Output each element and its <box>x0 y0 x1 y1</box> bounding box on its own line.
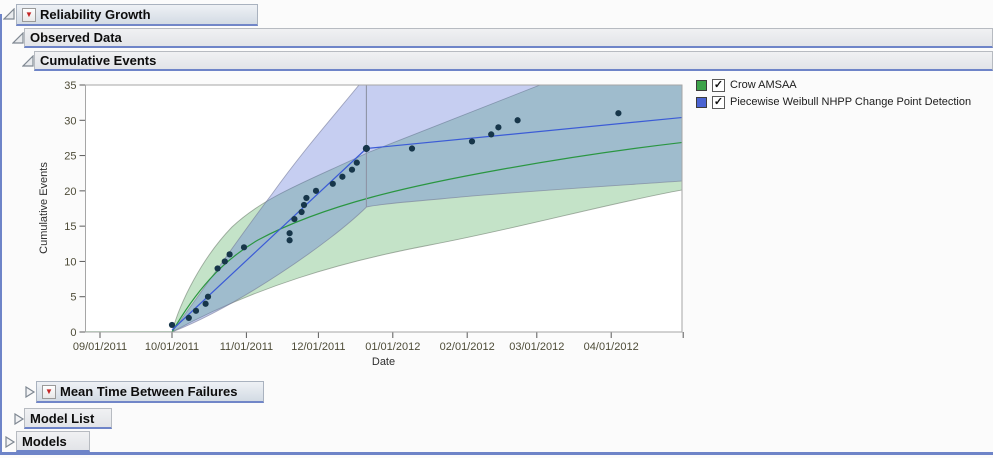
outline-title: Reliability Growth <box>40 7 151 22</box>
data-point <box>286 230 293 237</box>
data-point <box>312 187 320 194</box>
outline-frame-left <box>0 14 2 452</box>
crow-amsaa-fit-line <box>86 141 682 332</box>
data-point <box>214 265 221 272</box>
outline-title: Cumulative Events <box>40 53 157 68</box>
piecewise-weibull-color-swatch <box>696 96 707 108</box>
data-point <box>202 300 209 307</box>
outline-bar-reliability-growth[interactable]: ▼ Reliability Growth <box>16 4 258 26</box>
outline-bar-models[interactable]: Models <box>16 431 90 452</box>
x-tick-label: 04/01/2012 <box>584 341 639 353</box>
data-point <box>339 173 346 180</box>
outline-title: Observed Data <box>30 30 122 45</box>
data-point <box>348 166 356 173</box>
legend-label: Piecewise Weibull NHPP Change Point Dete… <box>730 96 972 108</box>
outline-bar-observed-data[interactable]: Observed Data <box>24 28 993 48</box>
data-point <box>240 244 248 251</box>
outline-bar-mean-time-between-failures[interactable]: ▼ Mean Time Between Failures <box>36 381 264 403</box>
crow-amsaa-checkbox[interactable]: ✓ <box>712 78 725 92</box>
x-tick-label: 10/01/2011 <box>145 341 199 353</box>
disclosure-closed-icon[interactable] <box>24 386 36 398</box>
data-point <box>615 110 622 117</box>
data-point <box>168 321 176 329</box>
data-point <box>408 145 416 152</box>
data-point <box>204 293 212 300</box>
data-point <box>300 201 308 209</box>
y-tick-label: 15 <box>64 221 76 233</box>
data-point <box>192 307 200 314</box>
red-triangle-menu-icon[interactable]: ▼ <box>42 384 56 399</box>
outline-bar-model-list[interactable]: Model List <box>24 408 112 429</box>
y-tick-label: 35 <box>64 80 76 92</box>
crow-amsaa-confidence-band <box>171 85 682 332</box>
disclosure-open-icon[interactable] <box>22 55 34 67</box>
y-tick-label: 5 <box>70 292 76 304</box>
y-tick-label: 10 <box>64 256 76 268</box>
data-point <box>468 138 476 145</box>
data-point <box>291 215 298 223</box>
data-point <box>286 237 293 244</box>
plot-frame <box>85 84 683 333</box>
y-tick-label: 20 <box>64 186 76 198</box>
change-point-marker <box>362 144 370 153</box>
x-tick-label: 02/01/2012 <box>440 341 495 353</box>
legend-label: Crow AMSAA <box>730 79 797 91</box>
legend-item-piecewise-weibull: ✓ Piecewise Weibull NHPP Change Point De… <box>696 95 971 109</box>
outline-title: Model List <box>30 410 95 426</box>
data-point <box>488 131 495 138</box>
y-tick-label: 25 <box>64 151 76 163</box>
red-triangle-menu-icon[interactable]: ▼ <box>22 7 36 22</box>
x-axis-title: Date <box>371 356 396 368</box>
data-point <box>329 180 336 187</box>
x-tick-label: 03/01/2012 <box>509 341 564 353</box>
x-tick-label: 11/01/2011 <box>220 341 273 353</box>
data-point <box>226 251 233 258</box>
piecewise-weibull-confidence-band <box>171 85 682 332</box>
x-tick-label: 01/01/2012 <box>365 341 420 353</box>
data-point <box>514 117 521 124</box>
disclosure-closed-icon[interactable] <box>13 413 25 425</box>
y-tick-label: 30 <box>64 115 76 127</box>
x-tick-label: 09/01/2011 <box>73 341 127 353</box>
disclosure-open-icon[interactable] <box>3 8 15 20</box>
outline-title: Mean Time Between Failures <box>60 384 238 399</box>
outline-title: Models <box>22 433 67 449</box>
y-tick-label: 0 <box>70 327 76 339</box>
outline-bar-cumulative-events[interactable]: Cumulative Events <box>34 51 993 71</box>
data-point <box>185 314 192 321</box>
data-point <box>353 159 360 166</box>
data-point <box>495 124 502 131</box>
data-point <box>298 208 305 216</box>
data-point <box>303 194 310 202</box>
disclosure-open-icon[interactable] <box>12 32 24 44</box>
data-point <box>221 258 228 265</box>
disclosure-closed-icon[interactable] <box>4 436 16 448</box>
y-axis-title: Cumulative Events <box>38 162 50 254</box>
plot-area <box>85 85 682 332</box>
piecewise-weibull-checkbox[interactable]: ✓ <box>712 95 725 109</box>
x-tick-label: 12/01/2011 <box>291 341 345 353</box>
legend-item-crow-amsaa: ✓ Crow AMSAA <box>696 78 797 92</box>
crow-amsaa-color-swatch <box>696 79 707 91</box>
outline-frame-bottom <box>0 452 993 455</box>
